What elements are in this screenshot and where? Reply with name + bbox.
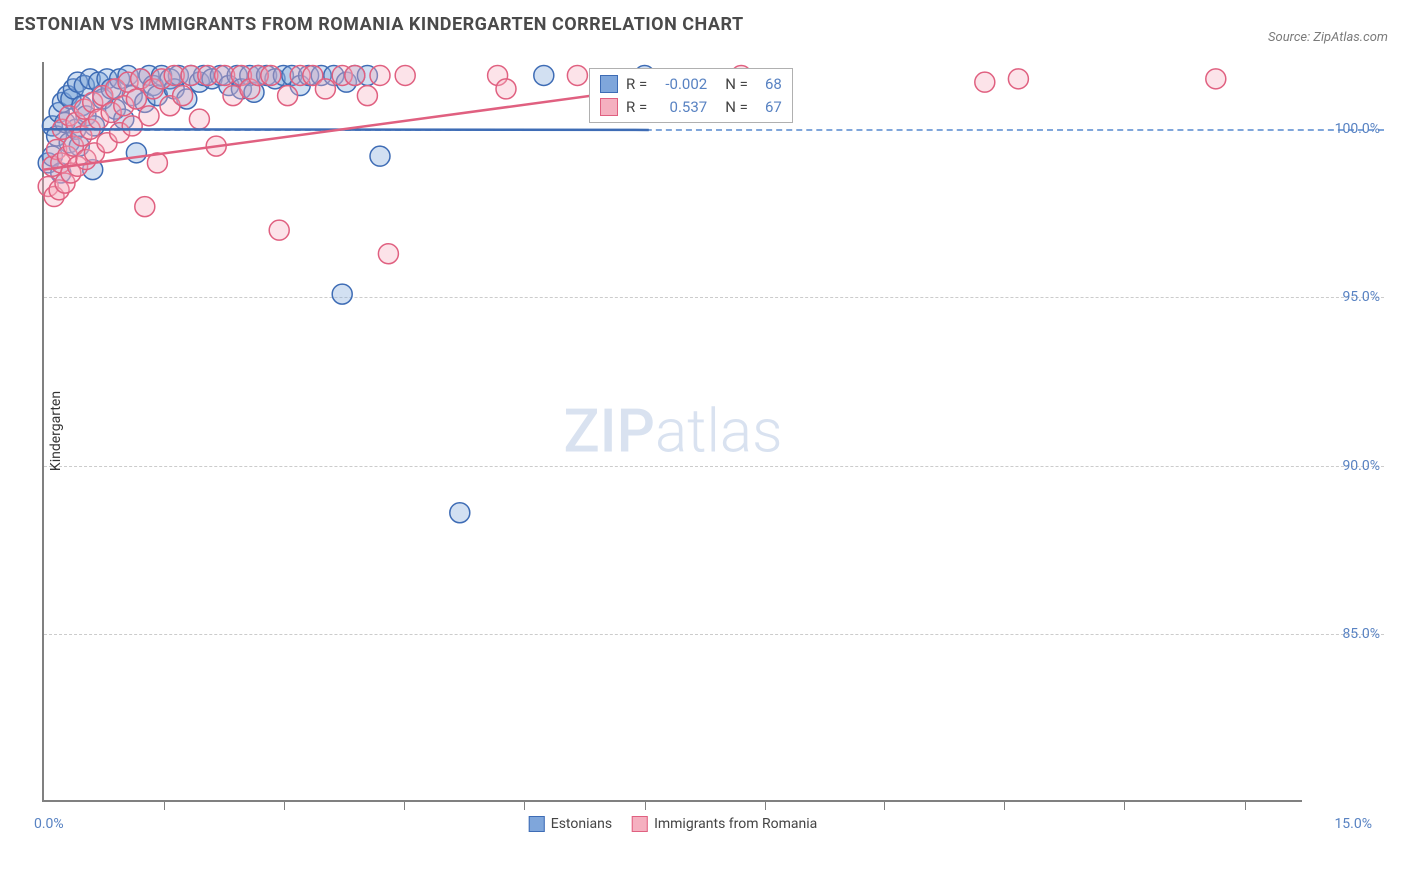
scatter-point [534,65,554,85]
stats-n-label: N = [725,96,748,119]
plot-area: ZIPatlas 100.0%95.0%90.0%85.0% Kindergar… [42,62,1302,802]
scatter-point [332,284,352,304]
stats-r-label: R = [626,96,647,119]
x-tick [524,800,525,810]
scatter-point [395,65,415,85]
x-tick [645,800,646,810]
scatter-point [278,86,298,106]
scatter-point [1206,69,1226,89]
stats-r-value: -0.002 [655,73,707,96]
scatter-point [496,79,516,99]
stats-row: R = 0.537 N = 67 [600,96,782,119]
stats-row: R = -0.002 N = 68 [600,73,782,96]
scatter-point [139,106,159,126]
x-axis-start-label: 0.0% [34,816,64,832]
stats-box: R = -0.002 N = 68 R = 0.537 N = 67 [589,68,793,123]
scatter-point [315,79,335,99]
x-tick [1124,800,1125,810]
legend-label: Estonians [551,816,612,832]
legend-swatch [529,816,545,832]
legend-item: Estonians [529,816,612,832]
x-tick [284,800,285,810]
x-tick [404,800,405,810]
source-attribution: Source: ZipAtlas.com [1268,30,1388,45]
stats-r-value: 0.537 [655,96,707,119]
scatter-point [357,86,377,106]
scatter-point [370,65,390,85]
stats-swatch [600,98,618,116]
x-tick [164,800,165,810]
chart-container: ZIPatlas 100.0%95.0%90.0%85.0% Kindergar… [42,62,1382,822]
scatter-point [261,65,281,85]
x-tick [1245,800,1246,810]
scatter-point [135,197,155,217]
stats-n-label: N = [725,73,748,96]
legend: Estonians Immigrants from Romania [529,816,818,832]
scatter-point [173,86,193,106]
x-axis-end-label: 15.0% [1334,816,1372,832]
stats-n-value: 67 [756,96,782,119]
scatter-point [975,72,995,92]
legend-label: Immigrants from Romania [654,816,817,832]
stats-r-label: R = [626,73,647,96]
scatter-point [378,244,398,264]
stats-n-value: 68 [756,73,782,96]
stats-swatch [600,75,618,93]
scatter-point [345,65,365,85]
scatter-point [269,220,289,240]
y-tick-label: 95.0% [1342,289,1380,305]
y-tick-label: 100.0% [1335,121,1380,137]
scatter-point [1008,69,1028,89]
y-axis-label: Kindergarten [48,391,64,471]
scatter-point [126,143,146,163]
scatter-point [189,109,209,129]
legend-swatch [632,816,648,832]
scatter-point [567,65,587,85]
y-tick-label: 90.0% [1342,458,1380,474]
x-tick [884,800,885,810]
scatter-point [450,503,470,523]
x-tick [1004,800,1005,810]
chart-title: ESTONIAN VS IMMIGRANTS FROM ROMANIA KIND… [14,14,744,35]
y-tick-label: 85.0% [1342,626,1380,642]
legend-item: Immigrants from Romania [632,816,817,832]
scatter-point [370,146,390,166]
x-tick [765,800,766,810]
scatter-plot-svg [44,62,1304,802]
